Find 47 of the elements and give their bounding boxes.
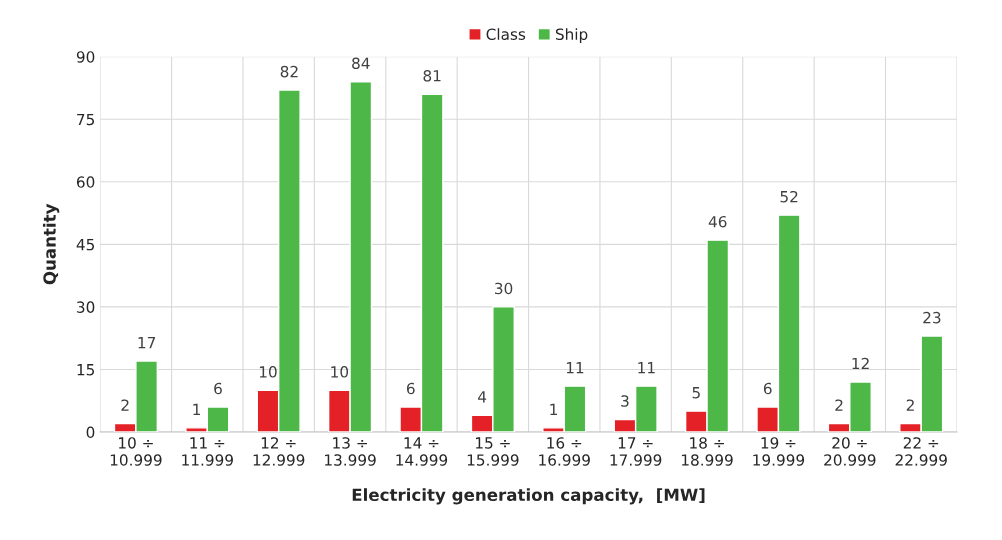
x-tick-label: 14 ÷ 14.999 <box>396 437 448 466</box>
data-label: 81 <box>423 69 441 82</box>
data-label: 6 <box>763 382 772 395</box>
data-label: 17 <box>138 337 156 349</box>
data-label: 6 <box>214 382 222 395</box>
y-tick-label: 75 <box>77 113 94 126</box>
x-tick-label: 10 ÷ 10.999 <box>110 437 162 466</box>
x-tick-label: 15 ÷ 15.999 <box>467 437 519 466</box>
y-axis-title: Quantity <box>42 203 60 285</box>
data-label: 82 <box>280 65 298 78</box>
data-label: 2 <box>121 399 129 411</box>
data-label: 52 <box>780 190 798 203</box>
x-tick-label: 12 ÷ 12.999 <box>253 437 305 466</box>
x-tick-label: 22 ÷ 22.999 <box>895 437 947 466</box>
x-tick-label: 18 ÷ 18.999 <box>681 437 733 466</box>
data-label: 30 <box>495 282 513 295</box>
data-label: 10 <box>331 366 349 378</box>
y-tick-label: 45 <box>76 239 94 251</box>
y-tick-label: 90 <box>76 51 95 63</box>
data-label: 3 <box>621 395 629 407</box>
data-label: 10 <box>259 366 277 378</box>
y-tick-label: 0 <box>86 426 95 439</box>
x-axis-title: Electricity generation capacity, [MW] <box>352 488 705 505</box>
data-label: 46 <box>708 215 727 228</box>
y-tick-label: 60 <box>76 176 95 188</box>
data-label: 11 <box>638 362 655 374</box>
data-label: 1 <box>550 403 557 415</box>
y-tick-label: 30 <box>77 301 95 313</box>
data-label: 12 <box>852 357 869 370</box>
data-label: 23 <box>923 311 941 324</box>
x-tick-label: 20 ÷ 20.999 <box>824 437 876 466</box>
legend-label: Ship <box>555 28 588 43</box>
data-label: 4 <box>478 391 487 403</box>
data-label: 11 <box>566 362 584 374</box>
data-label: 84 <box>352 57 370 70</box>
x-tick-label: 17 ÷ 17.999 <box>610 437 662 466</box>
data-label: 2 <box>906 399 914 411</box>
y-tick-label: 15 <box>77 364 94 376</box>
x-tick-label: 13 ÷ 13.999 <box>325 437 376 466</box>
data-label: 6 <box>406 382 415 395</box>
data-label: 1 <box>193 403 201 415</box>
legend-label: Class <box>486 28 526 40</box>
data-label: 2 <box>835 399 843 411</box>
x-tick-label: 16 ÷ 16.999 <box>539 437 590 466</box>
data-label: 5 <box>692 387 700 399</box>
x-tick-label: 19 ÷ 19.999 <box>753 437 805 466</box>
x-tick-label: 11 ÷ 11.999 <box>182 437 233 466</box>
